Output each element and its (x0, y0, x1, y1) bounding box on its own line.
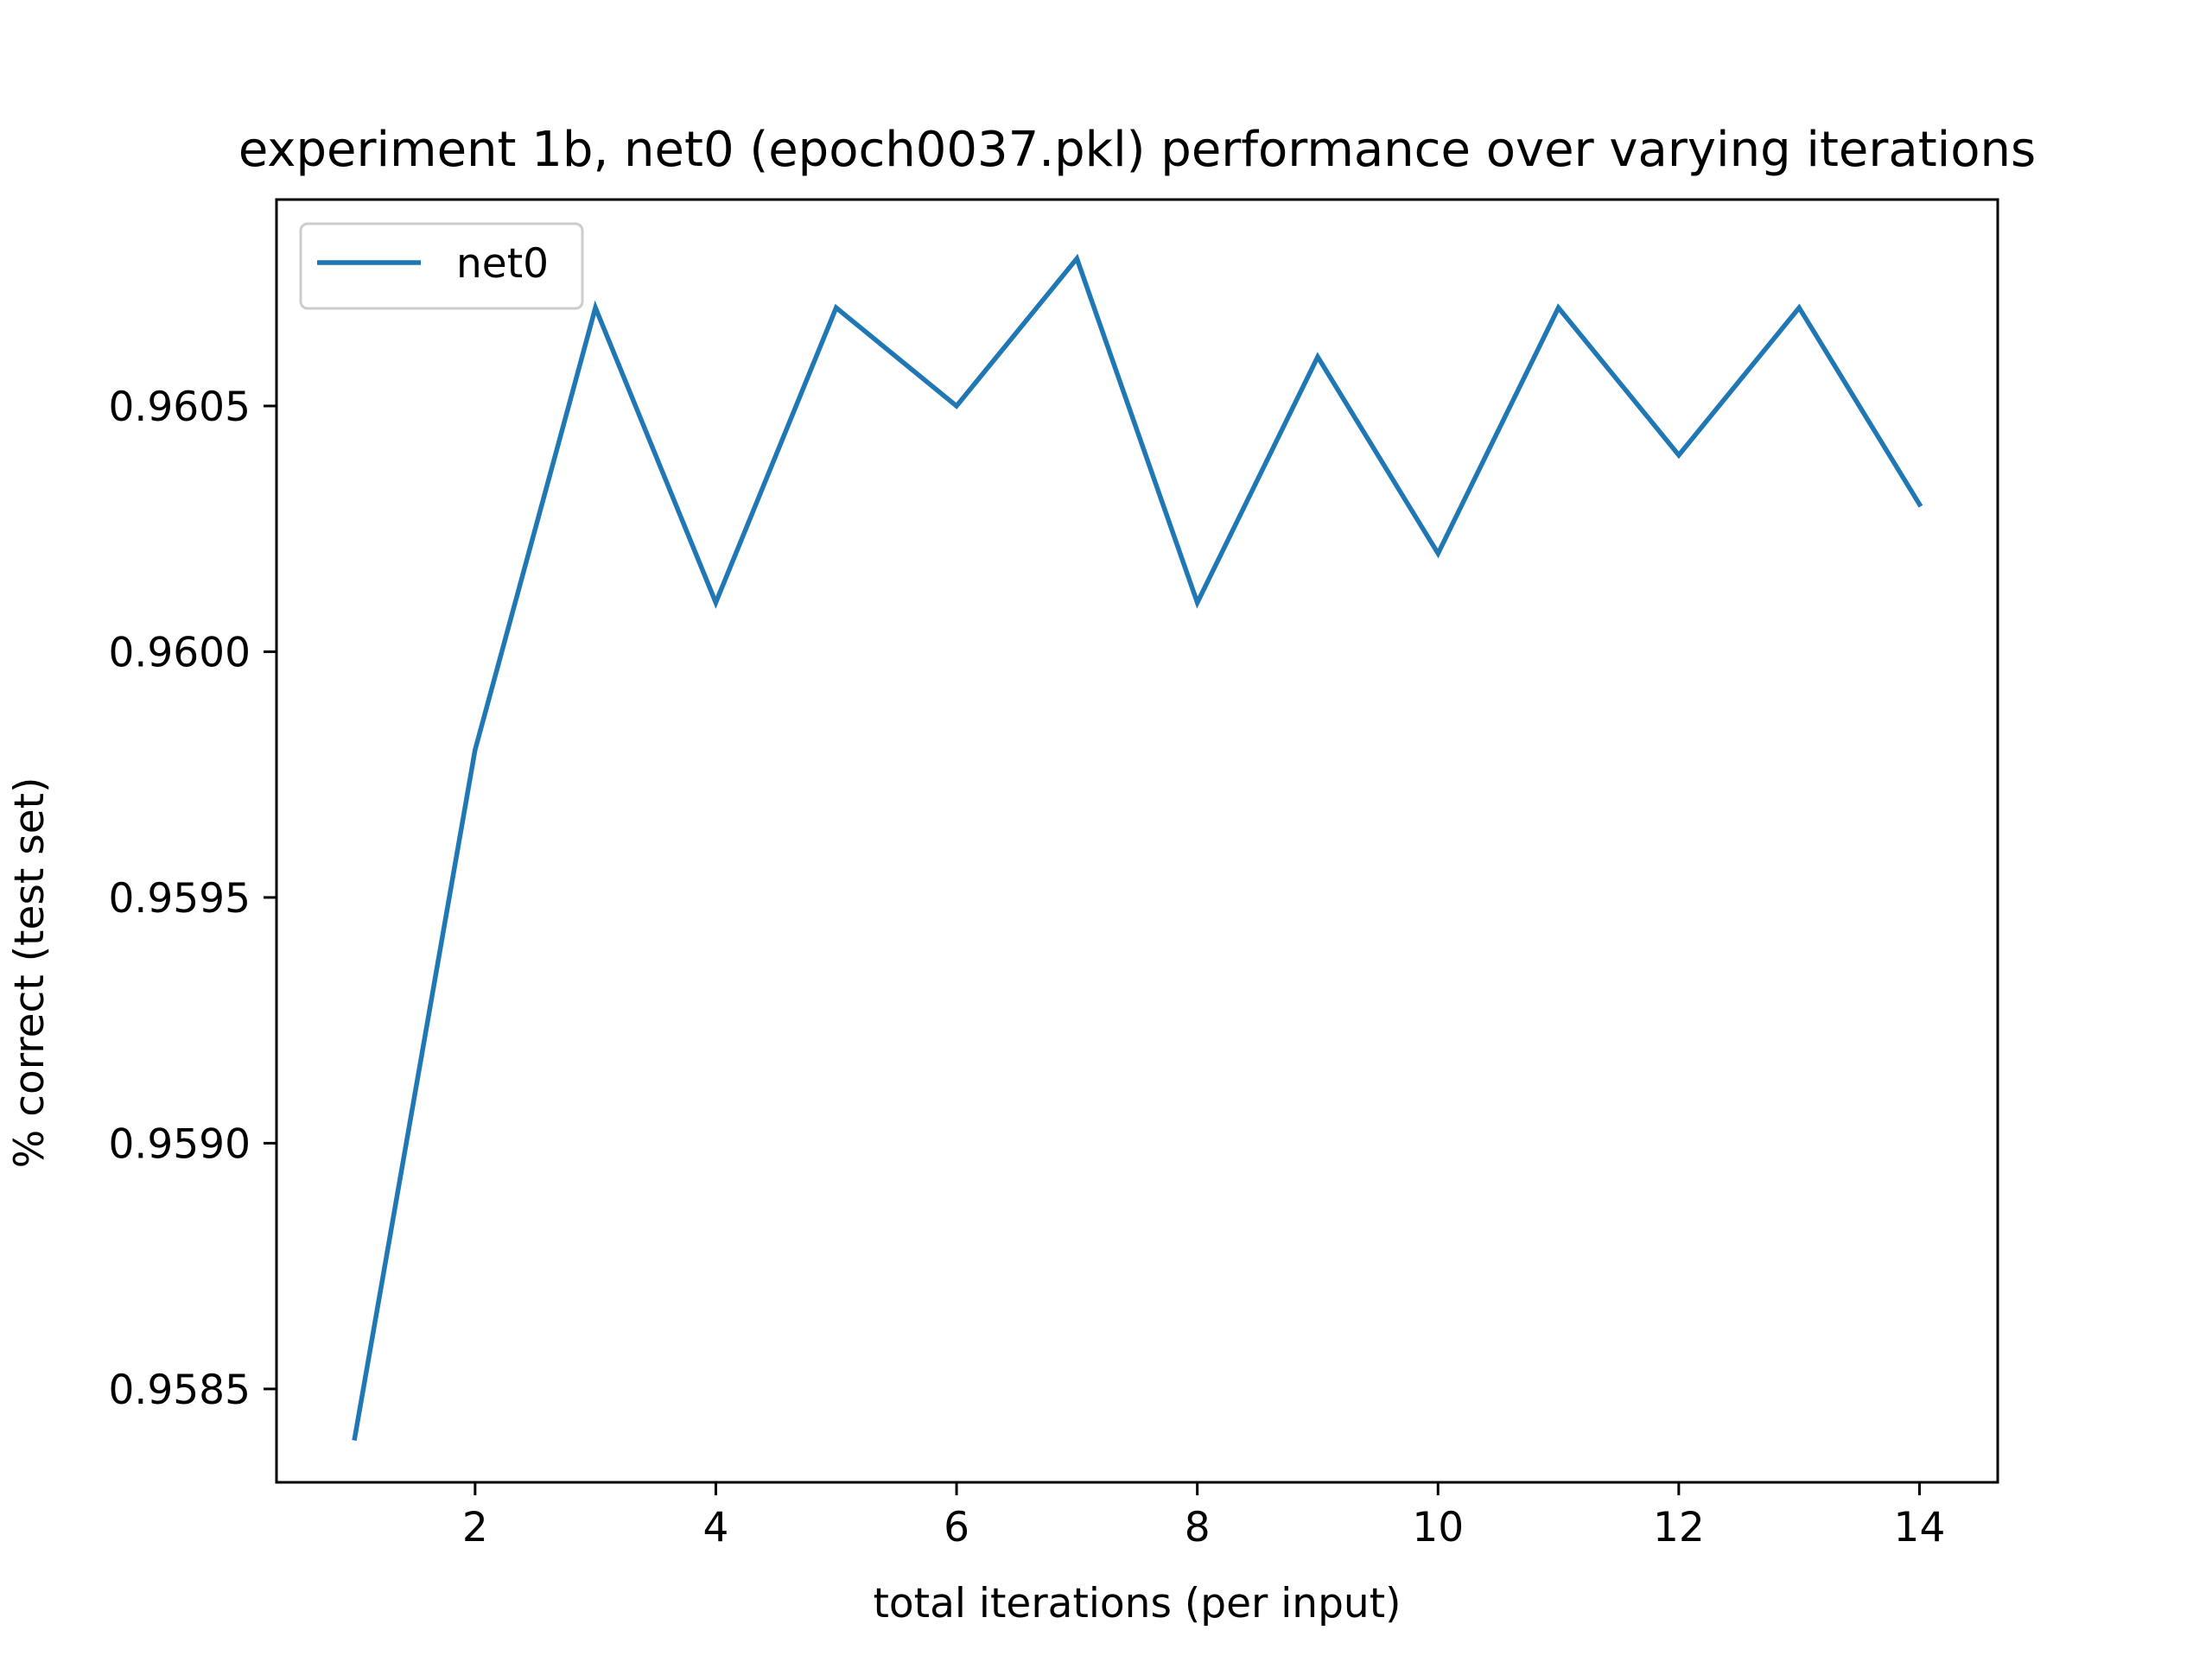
legend-box (299, 222, 584, 310)
y-tick-label: 0.9595 (109, 875, 251, 923)
y-tick-label: 0.9585 (109, 1367, 251, 1414)
y-axis-label: % correct (test set) (6, 777, 54, 1169)
x-tick-label: 14 (1894, 1504, 1946, 1551)
y-tick-label: 0.9605 (109, 384, 251, 431)
chart-title: experiment 1b, net0 (epoch0037.pkl) perf… (238, 122, 2036, 178)
legend-label-net0: net0 (456, 240, 549, 288)
y-tick-label: 0.9590 (109, 1120, 251, 1168)
ticks-layer: 2 4 6 8 10 12 14 0.9585 0.9590 0.9595 0.9600 0.9605 (109, 384, 1946, 1551)
legend: net0 (299, 222, 584, 310)
x-tick-label: 12 (1653, 1504, 1705, 1551)
series-layer (352, 253, 1923, 1441)
y-tick-label: 0.9600 (109, 629, 251, 676)
x-tick-label: 6 (944, 1504, 969, 1551)
x-tick-label: 4 (702, 1504, 728, 1551)
plot-frame (275, 198, 1999, 1484)
series-line-net0 (352, 253, 1923, 1441)
x-axis-label: total iterations (per input) (874, 1580, 1402, 1627)
y-axis-label-group: % correct (test set) (6, 777, 54, 1169)
x-tick-label: 8 (1185, 1504, 1211, 1551)
x-tick-label: 10 (1412, 1504, 1464, 1551)
x-tick-label: 2 (462, 1504, 488, 1551)
